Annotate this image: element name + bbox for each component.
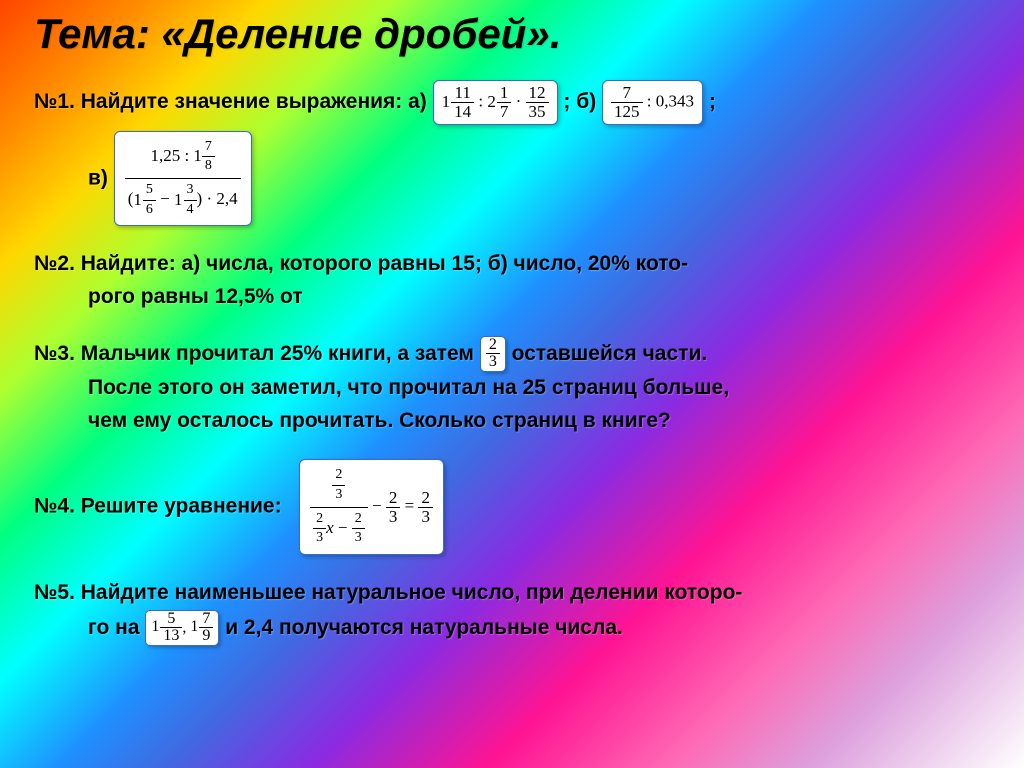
q1b-n: 7 <box>611 84 643 103</box>
question-1: №1. Найдите значение выражения: а) 11114… <box>34 80 990 226</box>
q3-fd: 3 <box>486 354 500 371</box>
q1v-bln: 5 <box>143 181 156 201</box>
q4-x: x <box>326 518 334 537</box>
q3-frac: 23 <box>480 336 506 373</box>
q1v-brw: 1 <box>174 191 183 209</box>
q5-line1: №5. Найдите наименьшее натуральное число… <box>34 577 990 610</box>
q2-line1: №2. Найдите: а) числа, которого равны 15… <box>34 248 990 281</box>
q5-f2d: 9 <box>199 628 213 645</box>
q4-drn: 2 <box>352 510 365 530</box>
q1v-brn: 3 <box>184 181 197 201</box>
q4-rd: 3 <box>418 508 433 526</box>
q4-dln: 2 <box>313 510 326 530</box>
q4-rn: 2 <box>418 489 433 508</box>
q5-f1w: 1 <box>151 619 159 636</box>
q1a-f2d: 7 <box>497 103 512 121</box>
q1a-f2n: 1 <box>497 84 512 103</box>
q4-md: 3 <box>386 508 401 526</box>
q1v-tfd: 8 <box>202 157 215 176</box>
q1v-bt: · 2,4 <box>202 189 237 208</box>
q1-v-label: в) <box>88 166 108 189</box>
q1-expr-b: 7125 : 0,343 <box>602 80 703 125</box>
q1v-brd: 4 <box>184 201 197 220</box>
q4-mid: − <box>372 496 386 515</box>
question-4: №4. Решите уравнение: 23 23x − 23 − 23 =… <box>34 459 990 555</box>
q4-tn: 2 <box>332 466 345 486</box>
q5-frac1: 1513, 179 <box>145 610 219 647</box>
q1a-f1n: 11 <box>451 84 474 103</box>
q3-p2: оставшейся части. <box>512 341 708 364</box>
q1v-top: 1,25 : 1 <box>150 146 201 165</box>
q1-prefix: №1. Найдите значение выражения: а) <box>34 90 427 113</box>
q5-l2a: го на <box>88 615 145 638</box>
q1a-w2: 2 <box>487 93 496 111</box>
q5-l2b: и 2,4 получаются натуральные числа. <box>225 615 623 638</box>
q1-expr-a: 11114 : 217 · 1235 <box>433 80 558 125</box>
q4-eq: = <box>405 496 419 515</box>
q1v-tfn: 7 <box>202 138 215 158</box>
q1a-w1: 1 <box>442 93 451 111</box>
q5-sep: , <box>182 618 186 635</box>
q1b-op: : 0,343 <box>647 91 694 110</box>
q1v-bm: − <box>156 189 174 208</box>
q1a-f3n: 12 <box>526 84 549 103</box>
q5-f2n: 7 <box>199 611 213 629</box>
question-3: №3. Мальчик прочитал 25% книги, а затем … <box>34 336 990 438</box>
q4-dld: 3 <box>313 529 326 548</box>
q1v-bld: 6 <box>143 201 156 220</box>
q1a-f1d: 14 <box>451 103 474 121</box>
q4-drd: 3 <box>352 529 365 548</box>
q3-line2: После этого он заметил, что прочитал на … <box>88 372 990 405</box>
q3-fn: 2 <box>486 337 500 355</box>
question-5: №5. Найдите наименьшее натуральное число… <box>34 577 990 646</box>
q4-dm: − <box>334 518 352 537</box>
q4-mn: 2 <box>386 489 401 508</box>
slide-title: Тема: «Деление дробей». <box>34 10 990 58</box>
q4-td: 3 <box>332 486 345 505</box>
q1-mid-v: ; <box>709 90 716 113</box>
q1a-op2: · <box>516 91 522 110</box>
q5-f2w: 1 <box>190 619 198 636</box>
q3-line3: чем ему осталось прочитать. Сколько стра… <box>88 405 990 438</box>
q4-expr: 23 23x − 23 − 23 = 23 <box>299 459 444 555</box>
q1v-blw: 1 <box>133 191 142 209</box>
q4-text: №4. Решите уравнение: <box>34 495 282 518</box>
q1-mid-b: ; б) <box>563 90 596 113</box>
q1a-op1: : <box>478 91 483 110</box>
q1-expr-v: 1,25 : 178 (156 − 134) · 2,4 <box>114 131 252 227</box>
q3-p1: №3. Мальчик прочитал 25% книги, а затем <box>34 341 480 364</box>
q1a-f3d: 35 <box>526 103 549 121</box>
q2-line2: рого равны 12,5% от <box>88 281 990 314</box>
q1b-d: 125 <box>611 103 643 121</box>
q5-f1n: 5 <box>160 611 182 629</box>
question-2: №2. Найдите: а) числа, которого равны 15… <box>34 248 990 313</box>
q5-f1d: 13 <box>160 628 182 645</box>
